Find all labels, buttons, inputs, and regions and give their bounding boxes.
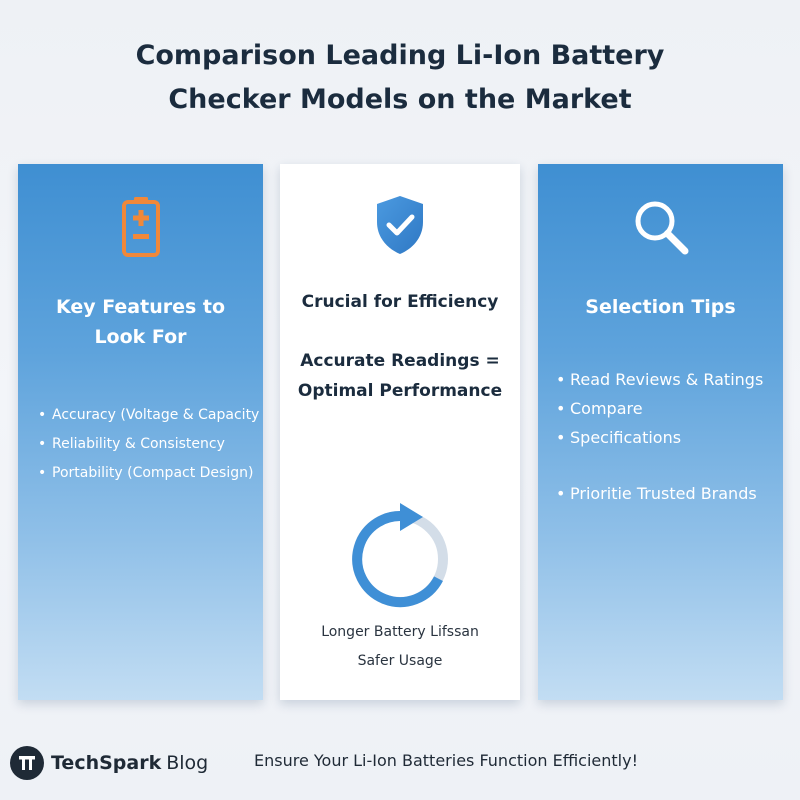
brand-name-light: Blog [166, 752, 209, 774]
footer-tagline: Ensure Your Li-Ion Batteries Function Ef… [254, 751, 638, 770]
techspark-logo-icon [10, 746, 44, 780]
efficiency-statement-line-1: Accurate Readings = [300, 351, 500, 371]
list-item: Reliability & Consistency [38, 430, 263, 459]
key-features-heading-line-2: Look For [94, 326, 187, 348]
efficiency-caption: Longer Battery Lifssan Safer Usage [280, 618, 520, 676]
key-features-heading-line-1: Key Features to [55, 296, 226, 318]
key-features-panel: Key Features to Look For Accuracy (Volta… [18, 164, 263, 700]
refresh-cycle-icon [280, 500, 520, 610]
efficiency-panel: Crucial for Efficiency Accurate Readings… [280, 164, 520, 700]
magnifier-icon [538, 198, 783, 256]
selection-tips-panel: Selection Tips Read Reviews & Ratings Co… [538, 164, 783, 700]
list-item: Accuracy (Voltage & Capacity [38, 401, 263, 430]
brand-name: TechSpark Blog [51, 752, 208, 774]
selection-tips-heading: Selection Tips [585, 296, 736, 318]
list-item: Compare [556, 394, 763, 423]
key-features-list: Accuracy (Voltage & Capacity Reliability… [38, 401, 263, 488]
list-item: Read Reviews & Ratings [556, 365, 763, 394]
title-line-1: Comparison Leading Li-Ion Battery [135, 40, 665, 71]
key-features-heading: Key Features to Look For [18, 292, 263, 352]
efficiency-statement: Accurate Readings = Optimal Performance [280, 346, 520, 406]
shield-check-icon [280, 194, 520, 256]
efficiency-caption-line-1: Longer Battery Lifssan [321, 624, 479, 640]
title-line-2: Checker Models on the Market [168, 84, 632, 115]
efficiency-statement-line-2: Optimal Performance [297, 381, 503, 401]
list-item: Specifications [556, 423, 763, 452]
brand-name-bold: TechSpark [51, 752, 162, 774]
list-item: Prioritie Trusted Brands [556, 479, 763, 508]
list-item: Portability (Compact Design) [38, 459, 263, 488]
battery-icon [18, 196, 263, 258]
page-title: Comparison Leading Li-Ion Battery Checke… [0, 34, 800, 122]
efficiency-caption-line-2: Safer Usage [357, 653, 443, 669]
brand-logo: TechSpark Blog [10, 745, 208, 781]
selection-tips-list: Read Reviews & Ratings Compare Specifica… [556, 365, 763, 508]
efficiency-heading: Crucial for Efficiency [301, 292, 499, 312]
